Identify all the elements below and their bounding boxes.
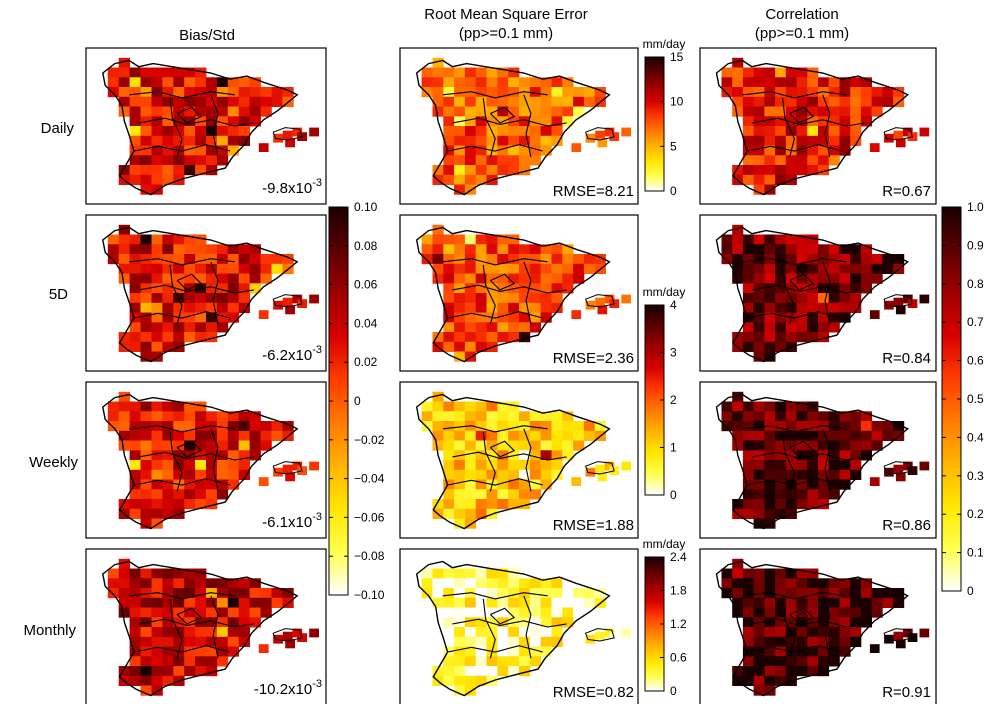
colorbar-tick-label: 0.5: [967, 392, 984, 406]
colorbar-rmse-daily: 15 10 5 0: [644, 50, 684, 198]
colorbar-tick-label: 0.02: [354, 355, 378, 369]
correlation-label-5d: R=0.84: [882, 350, 931, 367]
rmse-label-weekly: RMSE=1.88: [553, 517, 634, 534]
colorbar-tick-label: 0.6: [967, 354, 984, 368]
colorbar-tick-label: 0.8: [967, 277, 984, 291]
column-title-rmse: Root Mean Square Error: [424, 6, 587, 23]
colorbar-tick-label: 5: [670, 139, 677, 153]
column-title-correlation: Correlation: [765, 6, 838, 23]
row-label-monthly: Monthly: [23, 622, 76, 639]
colorbar-correlation: 1.0 0.9 0.8 0.7 0.6 0.5 0.4 0.3 0.2 0.1 0: [941, 200, 984, 598]
colorbar-tick-label: 2.4: [670, 550, 687, 564]
map-panel-rmse-5d: [399, 214, 639, 372]
colorbar-tick-label: 0.4: [967, 430, 984, 444]
bias-label-weekly: -6.1x10-3: [262, 511, 322, 531]
map-panel-correlation-monthly: [699, 548, 937, 704]
colorbar-tick-label: 0.08: [354, 239, 378, 253]
colorbar-tick-label: 0.3: [967, 469, 984, 483]
map-panel-correlation-5d: [699, 214, 937, 372]
colorbar-tick-label: 4: [670, 298, 677, 312]
colorbar-tick-label: 10: [670, 95, 684, 109]
colorbar-tick-label: 3: [670, 346, 677, 360]
colorbar-tick-label: 0.2: [967, 507, 984, 521]
bias-label-5d: -6.2x10-3: [262, 344, 322, 364]
colorbar-tick-label: 0.06: [354, 278, 378, 292]
correlation-label-monthly: R=0.91: [882, 684, 931, 701]
colorbar-tick-label: 0.9: [967, 238, 984, 252]
map-panel-rmse-monthly: [399, 548, 639, 704]
colorbar-tick-label: −0.02: [354, 433, 385, 447]
map-panel-rmse-daily: [399, 47, 639, 205]
colorbar-tick-label: 0.1: [967, 546, 984, 560]
correlation-label-daily: R=0.67: [882, 183, 931, 200]
column-title-bias: Bias/Std: [179, 27, 235, 44]
column-subtitle-rmse: (pp>=0.1 mm): [459, 25, 553, 42]
colorbar-tick-label: 15: [670, 50, 684, 64]
map-panel-bias-weekly: [85, 381, 327, 539]
rmse-label-monthly: RMSE=0.82: [553, 684, 634, 701]
colorbar-tick-label: 0: [967, 584, 974, 598]
colorbar-tick-label: −0.08: [354, 549, 385, 563]
colorbar-tick-label: 0: [670, 184, 677, 198]
map-panel-bias-5d: [85, 214, 327, 372]
map-panel-bias-monthly: [85, 548, 327, 704]
colorbar-tick-label: 1.2: [670, 617, 687, 631]
bias-label-monthly: -10.2x10-3: [254, 678, 322, 698]
colorbar-tick-label: 1.0: [967, 200, 984, 214]
bias-label-daily: -9.8x10-3: [262, 177, 322, 197]
colorbar-tick-label: 0: [670, 488, 677, 502]
colorbar-tick-label: 0: [670, 684, 677, 698]
colorbar-tick-label: 2: [670, 393, 677, 407]
row-label-weekly: Weekly: [29, 454, 78, 471]
colorbar-tick-label: 1.8: [670, 584, 687, 598]
colorbar-rmse-monthly: 2.4 1.8 1.2 0.6 0: [644, 550, 687, 698]
colorbar-tick-label: 0.6: [670, 651, 687, 665]
colorbar-tick-label: −0.04: [354, 472, 385, 486]
colorbar-tick-label: −0.06: [354, 510, 385, 524]
colorbar-bias: 0.10 0.08 0.06 0.04 0.02 0 −0.02 −0.04 −0.06 −0.0…: [328, 200, 385, 602]
colorbar-tick-label: 0.10: [354, 200, 378, 214]
colorbar-unit-rmse-monthly: mm/day: [643, 537, 686, 551]
correlation-label-weekly: R=0.86: [882, 517, 931, 534]
colorbar-tick-label: 0: [354, 394, 361, 408]
colorbar-unit-rmse-5d-weekly: mm/day: [643, 285, 686, 299]
map-panel-correlation-daily: [699, 47, 937, 205]
map-panel-correlation-weekly: [699, 381, 937, 539]
colorbar-rmse-5d-weekly: 4 3 2 1 0: [644, 298, 677, 502]
colorbar-tick-label: −0.10: [354, 588, 385, 602]
colorbar-tick-label: 1: [670, 441, 677, 455]
colorbar-tick-label: 0.04: [354, 316, 378, 330]
map-panel-rmse-weekly: [399, 381, 639, 539]
map-panel-bias-daily: [85, 47, 327, 205]
rmse-label-5d: RMSE=2.36: [553, 350, 634, 367]
column-subtitle-correlation: (pp>=0.1 mm): [755, 25, 849, 42]
colorbar-unit-rmse-daily: mm/day: [643, 37, 686, 51]
rmse-label-daily: RMSE=8.21: [553, 183, 634, 200]
colorbar-tick-label: 0.7: [967, 315, 984, 329]
row-label-daily: Daily: [41, 120, 75, 137]
row-label-5d: 5D: [49, 286, 68, 303]
